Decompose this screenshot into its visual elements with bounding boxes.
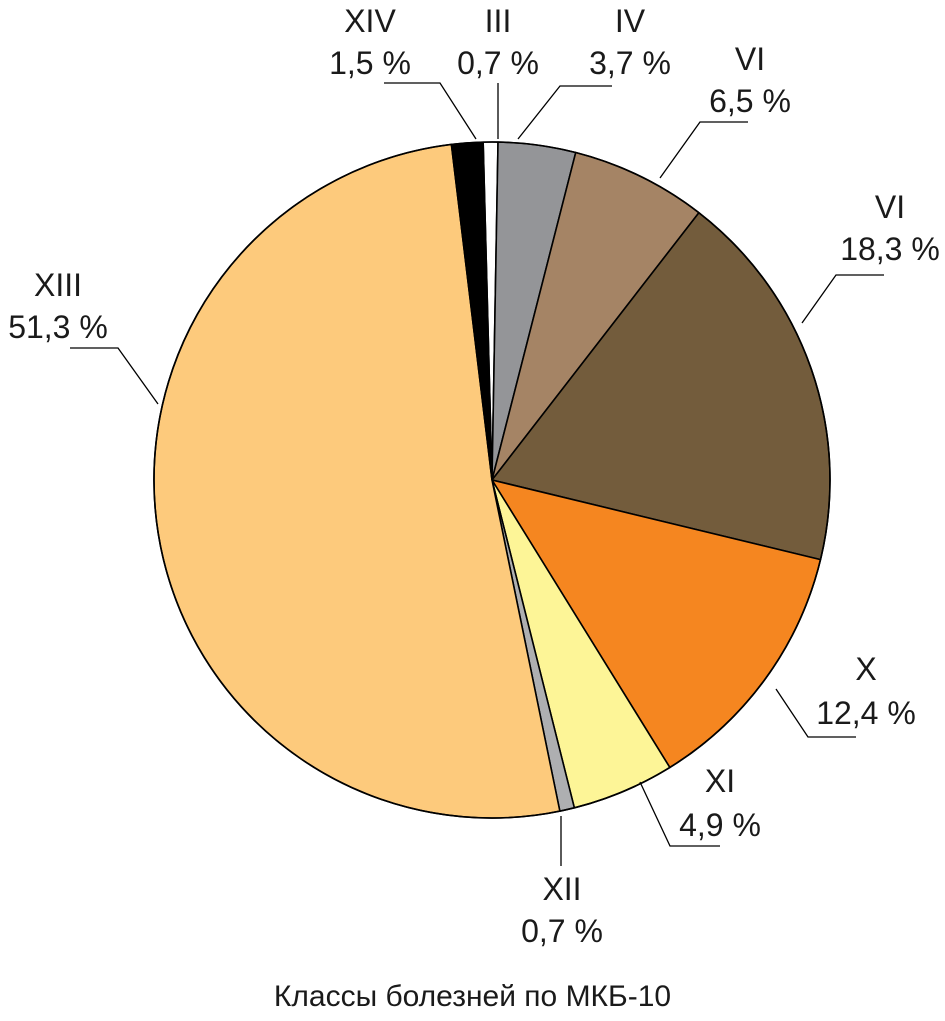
leader-line-4 xyxy=(775,688,856,738)
slice-class-label-2: VI xyxy=(735,41,765,77)
slice-class-label-0: III xyxy=(485,3,512,39)
pie-outline xyxy=(153,141,831,819)
slice-class-label-3: VI xyxy=(875,189,905,225)
slice-class-label-1: IV xyxy=(615,3,646,39)
slice-value-label-3: 18,3 % xyxy=(840,231,940,267)
slice-value-label-5: 4,9 % xyxy=(679,807,761,843)
leader-line-3 xyxy=(801,274,884,324)
leader-lines xyxy=(70,82,884,866)
pie-slices xyxy=(153,141,831,819)
slice-value-label-2: 6,5 % xyxy=(709,83,791,119)
slice-value-label-1: 3,7 % xyxy=(589,45,671,81)
slice-class-label-5: XI xyxy=(705,763,735,799)
leader-line-5 xyxy=(639,781,720,847)
slice-class-label-4: X xyxy=(855,651,876,687)
slice-labels: III 0,7 % IV 3,7 % VI 6,5 % VI 18,3 % X 12,4 % XI 4… xyxy=(8,3,940,949)
slice-value-label-6: 0,7 % xyxy=(521,913,603,949)
slice-class-label-8: XIV xyxy=(344,3,396,39)
chart-caption: Классы болезней по МКБ-10 xyxy=(273,980,672,1013)
slice-class-label-6: XII xyxy=(542,871,581,907)
slice-value-label-0: 0,7 % xyxy=(457,45,539,81)
leader-line-2 xyxy=(659,121,748,179)
leader-line-1 xyxy=(517,85,612,140)
slice-class-label-7: XIII xyxy=(34,267,82,303)
leader-line-8 xyxy=(384,82,477,140)
pie-chart: III 0,7 % IV 3,7 % VI 6,5 % VI 18,3 % X 12,4 % XI 4… xyxy=(8,3,940,949)
leader-line-7 xyxy=(70,347,159,405)
slice-value-label-7: 51,3 % xyxy=(8,309,108,345)
slice-value-label-8: 1,5 % xyxy=(329,45,411,81)
slice-value-label-4: 12,4 % xyxy=(816,695,916,731)
